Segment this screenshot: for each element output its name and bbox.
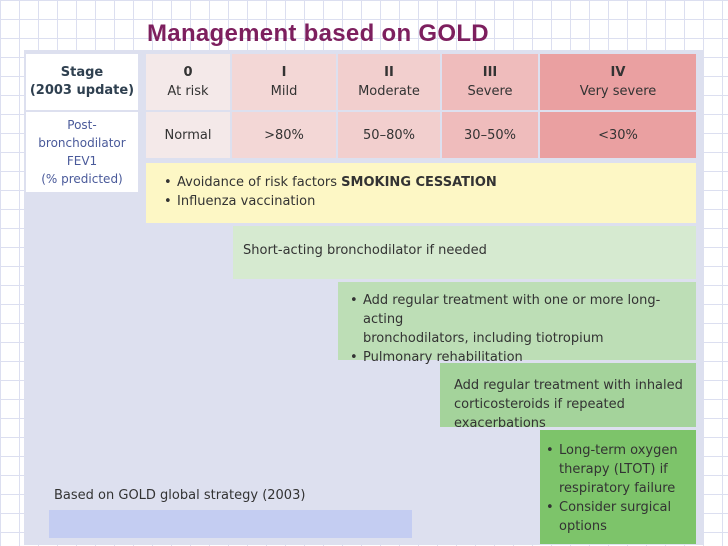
stage-3-name: Severe xyxy=(467,84,513,99)
stage-2-cell: II Moderate xyxy=(338,54,440,110)
footer-bar xyxy=(49,510,412,538)
stage-0-fev-value: Normal xyxy=(164,127,212,143)
step4-line-1: Add regular treatment with inhaled xyxy=(454,378,683,393)
stage-2-name: Moderate xyxy=(358,84,420,99)
stage-1-cell: I Mild xyxy=(232,54,336,110)
step4-line-2: corticosteroids if repeated exacerbation… xyxy=(454,397,625,431)
stage-4-number: IV xyxy=(610,65,626,80)
stage-4-fev-value: <30% xyxy=(598,127,638,143)
stage-0-fev: Normal xyxy=(146,112,230,158)
stage-0-name: At risk xyxy=(167,84,209,99)
page-title: Management based on GOLD xyxy=(147,20,489,47)
step1-bullet-1: Avoidance of risk factors SMOKING CESSAT… xyxy=(162,173,696,192)
fev-header-line1: Post- xyxy=(67,118,97,132)
stage-1-fev-value: >80% xyxy=(264,127,304,143)
step-stage-2-plus: Add regular treatment with one or more l… xyxy=(338,282,696,367)
stage-4-cell: IV Very severe xyxy=(540,54,696,110)
stage-1-fev: >80% xyxy=(232,112,336,158)
smoking-cessation-emphasis: SMOKING CESSATION xyxy=(341,175,497,190)
stage-2-number: II xyxy=(384,65,394,80)
stage-4-fev: <30% xyxy=(540,112,696,158)
step-stage-1-plus: Short-acting bronchodilator if needed xyxy=(233,226,696,279)
step3-bullet-1: Add regular treatment with one or more l… xyxy=(348,291,696,348)
step1-bullet-2: Influenza vaccination xyxy=(162,192,696,211)
stage-1-name: Mild xyxy=(270,84,298,99)
step2-text: Short-acting bronchodilator if needed xyxy=(243,243,487,258)
stage-0-cell: 0 At risk xyxy=(146,54,230,110)
stage-3-fev: 30–50% xyxy=(442,112,538,158)
stage-0-number: 0 xyxy=(183,65,193,80)
stage-header-line2: (2003 update) xyxy=(29,83,135,98)
stage-3-number: III xyxy=(482,65,498,80)
step-all-stages: Avoidance of risk factors SMOKING CESSAT… xyxy=(146,163,696,223)
step-stage-3-plus: Add regular treatment with inhaled corti… xyxy=(440,363,696,431)
fev-header: Post- bronchodilator FEV1 (% predicted) xyxy=(26,112,138,192)
stage-2-fev-value: 50–80% xyxy=(363,127,415,143)
fev-header-line2: bronchodilator xyxy=(38,136,126,150)
stage-header-line1: Stage xyxy=(60,65,104,80)
stage-3-cell: III Severe xyxy=(442,54,538,110)
fev-header-line4: (% predicted) xyxy=(41,172,123,186)
stage-4-name: Very severe xyxy=(579,84,657,99)
stage-3-fev-value: 30–50% xyxy=(464,127,516,143)
stage-header: Stage (2003 update) xyxy=(26,54,138,110)
source-footnote: Based on GOLD global strategy (2003) xyxy=(54,488,306,503)
stage-1-number: I xyxy=(281,65,287,80)
step3-bullet-2: Pulmonary rehabilitation xyxy=(348,348,696,367)
stage-2-fev: 50–80% xyxy=(338,112,440,158)
fev-header-line3: FEV1 xyxy=(66,154,98,168)
